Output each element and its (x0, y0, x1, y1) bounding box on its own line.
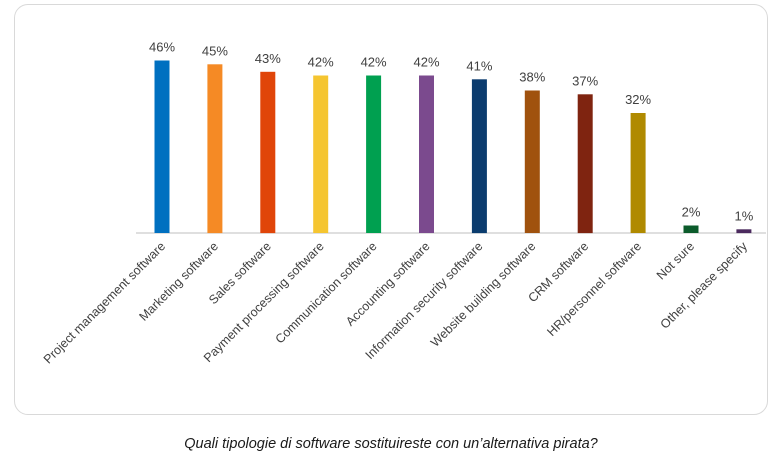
data-label-not-sure: 2% (682, 205, 701, 220)
data-label-hr-personnel-software: 32% (625, 92, 651, 107)
data-label-communication-software: 42% (361, 55, 387, 70)
bar-sales-software (260, 71, 276, 234)
bar-crm-software (577, 94, 593, 234)
x-tick-label-hr-personnel-software: HR/personnel software (544, 239, 644, 339)
bar-not-sure (683, 225, 699, 233)
data-label-marketing-software: 45% (202, 43, 228, 58)
x-tick-label-other-please-specify: Other, please specify (658, 239, 751, 332)
data-labels-group: 46% 45% 43% 42% 42% 42% 41% 38% 37% 32% 2% 1% (149, 40, 754, 224)
bar-marketing-software (207, 64, 223, 234)
data-label-information-security-software: 41% (466, 58, 492, 73)
data-label-project-management-software: 46% (149, 40, 175, 55)
chart-caption: Quali tipologie di software sostituirest… (184, 436, 598, 452)
data-label-other-please-specify: 1% (735, 208, 754, 223)
bar-hr-personnel-software (630, 113, 646, 233)
data-label-website-building-software: 38% (519, 70, 545, 85)
data-label-payment-processing-software: 42% (308, 55, 334, 70)
bar-communication-software (366, 75, 382, 233)
x-tick-label-website-building-software: Website building software (428, 239, 538, 349)
data-label-sales-software: 43% (255, 51, 281, 66)
x-tick-label-communication-software: Communication software (273, 239, 380, 346)
x-tick-label-not-sure: Not sure (654, 239, 697, 282)
bar-other-please-specify (736, 229, 752, 234)
bar-project-management-software (154, 60, 170, 233)
data-label-crm-software: 37% (572, 73, 598, 88)
data-label-accounting-software: 42% (413, 55, 439, 70)
bar-payment-processing-software (313, 75, 329, 233)
bars-group (154, 60, 752, 234)
bar-information-security-software (471, 79, 487, 234)
bar-website-building-software (524, 90, 540, 233)
bar-accounting-software (419, 75, 434, 233)
